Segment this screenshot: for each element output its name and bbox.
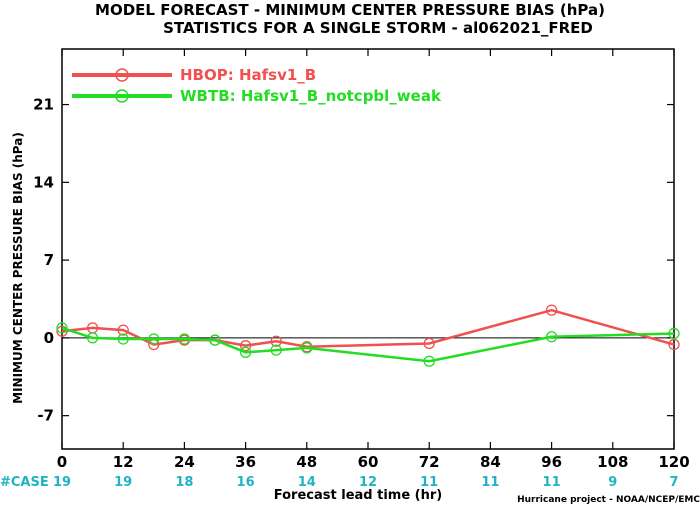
y-tick-label: 0: [44, 329, 54, 347]
x-tick-label: 120: [658, 453, 689, 471]
case-count: 19: [53, 475, 71, 490]
case-count: 18: [175, 475, 193, 490]
case-count: 11: [420, 475, 438, 490]
series-1-point: [668, 338, 680, 351]
case-count: 11: [481, 475, 499, 490]
series-1-point: [117, 324, 129, 336]
series-1-point: [545, 304, 558, 316]
legend-label-2: WBTB: Hafsv1_B_notcpbl_weak: [180, 87, 442, 105]
x-tick-label: 0: [57, 453, 67, 471]
x-tick-label: 72: [419, 453, 440, 471]
series-1-point: [239, 340, 252, 352]
series-1-point: [270, 335, 282, 347]
credit-text: Hurricane project - NOAA/NCEP/EMC: [517, 495, 700, 505]
legend-marker-1: [115, 68, 129, 82]
x-tick-label: 60: [358, 453, 379, 471]
series-2-point: [117, 333, 129, 345]
y-tick-label: 14: [33, 173, 54, 191]
case-label: #CASE: [0, 475, 49, 490]
x-tick-label: 12: [113, 453, 134, 471]
series-2-point: [301, 342, 313, 354]
y-tick-label: 21: [33, 96, 54, 114]
legend-label-1: HBOP: Hafsv1_B: [180, 66, 316, 84]
y-tick-label: -7: [37, 407, 54, 425]
series-2-point: [56, 322, 68, 334]
case-count: 9: [608, 475, 617, 490]
x-tick-label: 96: [541, 453, 562, 471]
y-axis-label: MINIMUM CENTER PRESSURE BIAS (hPa): [11, 132, 25, 404]
case-count: 12: [359, 475, 377, 490]
x-axis-label: Forecast lead time (hr): [274, 488, 442, 503]
series-1-point: [423, 337, 435, 350]
x-tick-label: 36: [235, 453, 256, 471]
series-2-point: [148, 333, 160, 345]
y-tick-label: 7: [44, 251, 54, 269]
series-2-point: [668, 327, 680, 340]
chart-subtitle: STATISTICS FOR A SINGLE STORM - al062021…: [163, 19, 593, 37]
case-count: 7: [669, 475, 678, 490]
case-count: 16: [237, 475, 255, 490]
case-count: 11: [543, 475, 561, 490]
case-count: 14: [298, 475, 316, 490]
series-2-point: [270, 344, 282, 356]
series-2-point: [209, 334, 221, 346]
legend-marker-2: [115, 89, 129, 103]
x-tick-label: 108: [597, 453, 628, 471]
series-2-point: [239, 346, 252, 358]
series-1-point: [56, 325, 68, 337]
series-2-point: [178, 333, 191, 345]
plot-frame: [61, 48, 675, 450]
series-2-point: [545, 331, 558, 343]
x-tick-label: 24: [174, 453, 195, 471]
case-count: 19: [114, 475, 132, 490]
chart-title: MODEL FORECAST - MINIMUM CENTER PRESSURE…: [95, 1, 605, 19]
series-2-point: [423, 355, 435, 367]
series-2-point: [86, 332, 99, 344]
x-tick-label: 84: [480, 453, 501, 471]
x-tick-label: 48: [296, 453, 317, 471]
series-line-1: [61, 308, 675, 349]
